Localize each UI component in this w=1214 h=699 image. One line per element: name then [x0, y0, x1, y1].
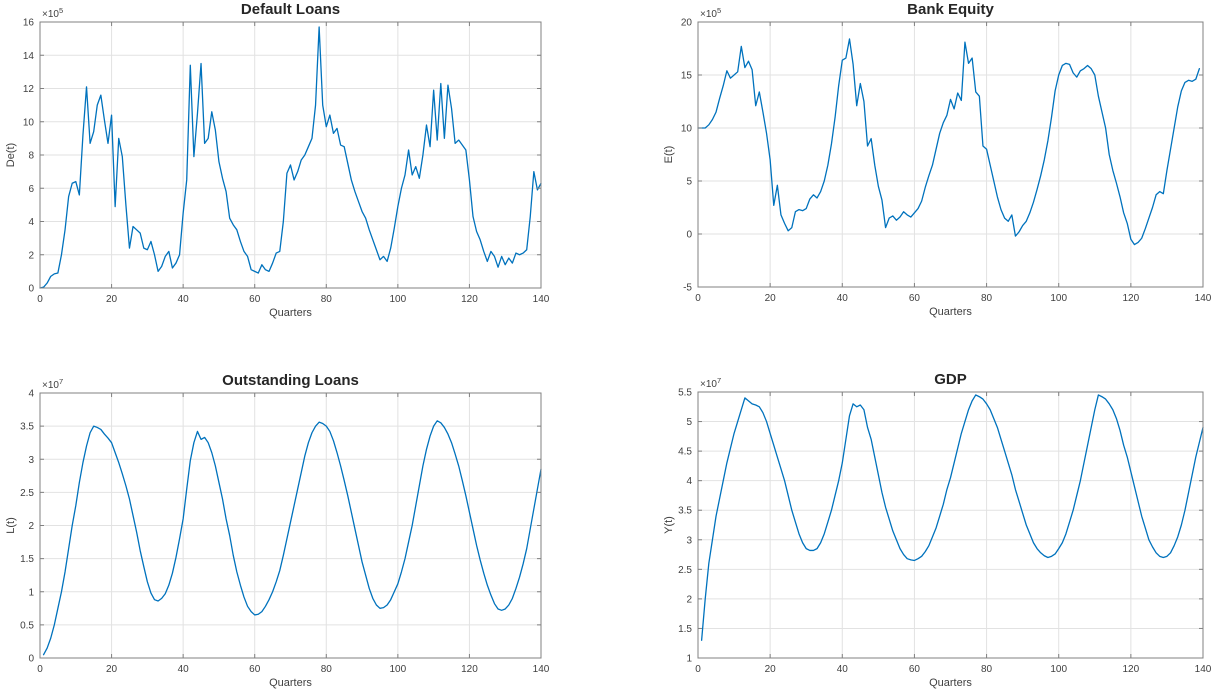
y-axis-label: De(t) — [5, 143, 17, 167]
y-tick-label: 5.5 — [678, 388, 692, 399]
chart-default-loans: 0 20 40 60 80 100 120 140 0 2 4 6 8 10 12 14 16 ×105 Defau… — [5, 1, 550, 319]
y-tick-label: 16 — [23, 18, 35, 29]
y-tick-label: 3.5 — [20, 422, 34, 433]
data-series-line — [42, 420, 542, 656]
x-tick-label: 140 — [533, 294, 550, 305]
x-tick-label: 0 — [37, 294, 43, 305]
y-tick-label: 3.5 — [678, 506, 692, 517]
y-tick-label: 4 — [686, 476, 692, 487]
x-tick-label: 0 — [695, 664, 701, 675]
x-axis-label: Quarters — [929, 677, 972, 689]
y-axis-label: E(t) — [663, 146, 675, 164]
plot-title: Bank Equity — [907, 1, 994, 18]
chart-gdp: 0 20 40 60 80 100 120 140 1 1.5 2 2.5 3 3.5 4 4.5 5 5.5 ×1… — [663, 371, 1212, 689]
x-tick-label: 20 — [106, 294, 118, 305]
x-axis-label: Quarters — [929, 306, 972, 318]
data-series-line — [697, 38, 1201, 246]
y-tick-label: 0 — [28, 654, 34, 665]
x-tick-label: 80 — [321, 294, 333, 305]
subplot-bank-equity: 0 20 40 60 80 100 120 140 -5 0 5 10 15 20 ×105 Bank Equ… — [607, 0, 1214, 347]
y-tick-label: 8 — [28, 151, 34, 162]
x-tick-label: 120 — [461, 664, 478, 675]
y-tick-label: 2 — [28, 521, 34, 532]
x-tick-label: 80 — [321, 664, 333, 675]
x-tick-label: 0 — [695, 293, 701, 304]
y-axis-label: Y(t) — [663, 516, 675, 534]
x-tick-label: 60 — [909, 293, 921, 304]
axes-box — [697, 391, 1204, 659]
y-tick-label: 10 — [23, 117, 35, 128]
x-tick-label: 80 — [981, 293, 993, 304]
plot-title: GDP — [934, 371, 967, 388]
x-tick-label: 20 — [765, 664, 777, 675]
y-axis-exponent: ×107 — [700, 376, 721, 390]
y-tick-label: 15 — [681, 71, 693, 82]
y-tick-label: 1.5 — [678, 624, 692, 635]
data-series-line — [39, 26, 542, 289]
y-tick-label: 5 — [686, 417, 692, 428]
y-axis-exponent: ×105 — [700, 6, 721, 20]
y-tick-label: 1.5 — [20, 554, 34, 565]
chart-outstanding-loans: 0 20 40 60 80 100 120 140 0 0.5 1 1.5 2 2.5 3 3.5 4 ×107 O… — [5, 372, 550, 689]
y-tick-label: 3 — [686, 535, 692, 546]
y-tick-label: 2 — [686, 594, 692, 605]
x-tick-label: 60 — [249, 664, 261, 675]
x-axis-label: Quarters — [269, 677, 312, 689]
x-tick-label: 40 — [178, 294, 190, 305]
y-tick-label: 2.5 — [20, 488, 34, 499]
y-tick-label: 14 — [23, 51, 35, 62]
y-tick-label: 10 — [681, 124, 693, 135]
subplot-default-loans: 0 20 40 60 80 100 120 140 0 2 4 6 8 10 12 14 16 ×105 Defau… — [0, 0, 607, 347]
x-tick-label: 40 — [837, 664, 849, 675]
y-tick-label: 20 — [681, 18, 693, 29]
x-tick-label: 100 — [390, 664, 407, 675]
x-tick-label: 20 — [765, 293, 777, 304]
y-axis-exponent: ×105 — [42, 6, 63, 20]
y-tick-label: 0 — [28, 284, 34, 295]
x-tick-label: 60 — [249, 294, 261, 305]
x-tick-label: 100 — [1050, 664, 1067, 675]
y-tick-label: 1 — [28, 587, 34, 598]
x-tick-label: 80 — [981, 664, 993, 675]
x-tick-label: 120 — [461, 294, 478, 305]
y-axis-label: L(t) — [5, 517, 17, 534]
x-tick-label: 40 — [178, 664, 190, 675]
y-tick-label: 0 — [686, 230, 692, 241]
x-tick-label: 120 — [1123, 664, 1140, 675]
x-tick-label: 100 — [1050, 293, 1067, 304]
subplot-gdp: 0 20 40 60 80 100 120 140 1 1.5 2 2.5 3 3.5 4 4.5 5 5.5 ×1… — [607, 347, 1214, 694]
y-tick-label: 2 — [28, 250, 34, 261]
y-tick-label: 4 — [28, 217, 34, 228]
x-tick-label: 0 — [37, 664, 43, 675]
y-tick-label: 1 — [686, 654, 692, 665]
y-tick-label: 3 — [28, 455, 34, 466]
y-tick-label: 5 — [686, 177, 692, 188]
y-tick-label: 0.5 — [20, 620, 34, 631]
y-axis-exponent: ×107 — [42, 377, 63, 391]
x-tick-label: 140 — [1195, 664, 1212, 675]
x-tick-label: 40 — [837, 293, 849, 304]
x-tick-label: 140 — [533, 664, 550, 675]
y-tick-label: 4.5 — [678, 447, 692, 458]
y-tick-label: 2.5 — [678, 565, 692, 576]
x-tick-label: 140 — [1195, 293, 1212, 304]
y-tick-label: 4 — [28, 389, 34, 400]
x-tick-label: 60 — [909, 664, 921, 675]
y-tick-label: 6 — [28, 184, 34, 195]
x-tick-label: 20 — [106, 664, 118, 675]
plot-title: Default Loans — [241, 1, 340, 18]
y-tick-label: -5 — [683, 283, 692, 294]
x-tick-label: 100 — [390, 294, 407, 305]
axes-box — [697, 21, 1204, 288]
plot-title: Outstanding Loans — [222, 372, 359, 389]
x-axis-label: Quarters — [269, 307, 312, 319]
y-tick-label: 12 — [23, 84, 35, 95]
data-series-line — [700, 394, 1204, 641]
subplot-outstanding-loans: 0 20 40 60 80 100 120 140 0 0.5 1 1.5 2 2.5 3 3.5 4 ×107 O… — [0, 347, 607, 694]
x-tick-label: 120 — [1123, 293, 1140, 304]
